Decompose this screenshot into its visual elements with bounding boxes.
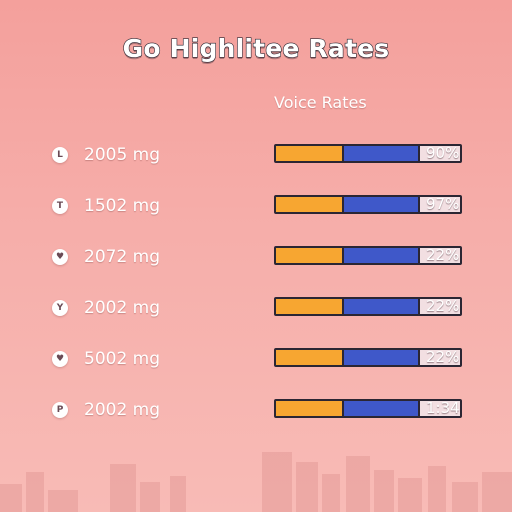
rate-bar-blue-segment bbox=[344, 401, 420, 416]
chevron-down-icon: Y bbox=[52, 300, 68, 316]
rate-bar-orange-segment bbox=[276, 350, 345, 365]
rate-bar-orange-segment bbox=[276, 248, 345, 263]
row-label: 1502 mg bbox=[84, 196, 161, 216]
rate-bar-blue-segment bbox=[344, 350, 420, 365]
rate-bar bbox=[274, 246, 462, 265]
list-item: T 1502 mg 97% bbox=[0, 191, 512, 221]
list-item: P 2002 mg 1:34 bbox=[0, 395, 512, 425]
rate-bar bbox=[274, 144, 462, 163]
list-item: ♥ 5002 mg 22% bbox=[0, 344, 512, 374]
list-item: Y 2002 mg 22% bbox=[0, 293, 512, 323]
heart-icon: ♥ bbox=[52, 351, 68, 367]
row-label: 5002 mg bbox=[84, 349, 161, 369]
page-title: Go Highlitee Rates bbox=[122, 33, 390, 63]
info-icon: T bbox=[52, 198, 68, 214]
rate-bar bbox=[274, 195, 462, 214]
rate-bar-blue-segment bbox=[344, 197, 420, 212]
row-label: 2005 mg bbox=[84, 145, 161, 165]
row-label: 2002 mg bbox=[84, 298, 161, 318]
rate-bar-orange-segment bbox=[276, 299, 345, 314]
rate-value: 22% bbox=[426, 348, 460, 366]
flag-icon: P bbox=[52, 402, 68, 418]
rate-value: 22% bbox=[426, 246, 460, 264]
rate-value: 90% bbox=[426, 144, 460, 162]
rate-bar-blue-segment bbox=[344, 248, 420, 263]
rate-bar-blue-segment bbox=[344, 299, 420, 314]
clock-icon: L bbox=[52, 147, 68, 163]
rate-bar-orange-segment bbox=[276, 401, 345, 416]
list-item: L 2005 mg 90% bbox=[0, 140, 512, 170]
column-header-voice-rates: Voice Rates bbox=[274, 93, 367, 112]
rate-bar bbox=[274, 297, 462, 316]
rate-value: 1:34 bbox=[426, 399, 460, 417]
rate-bar-orange-segment bbox=[276, 146, 345, 161]
rate-bar-blue-segment bbox=[344, 146, 420, 161]
rate-bar bbox=[274, 348, 462, 367]
list-item: ♥ 2072 mg 22% bbox=[0, 242, 512, 272]
rate-value: 22% bbox=[426, 297, 460, 315]
city-skyline-background bbox=[0, 452, 512, 512]
heart-icon: ♥ bbox=[52, 249, 68, 265]
row-label: 2002 mg bbox=[84, 400, 161, 420]
rate-bar bbox=[274, 399, 462, 418]
rate-bar-orange-segment bbox=[276, 197, 345, 212]
row-label: 2072 mg bbox=[84, 247, 161, 267]
rate-value: 97% bbox=[426, 195, 460, 213]
